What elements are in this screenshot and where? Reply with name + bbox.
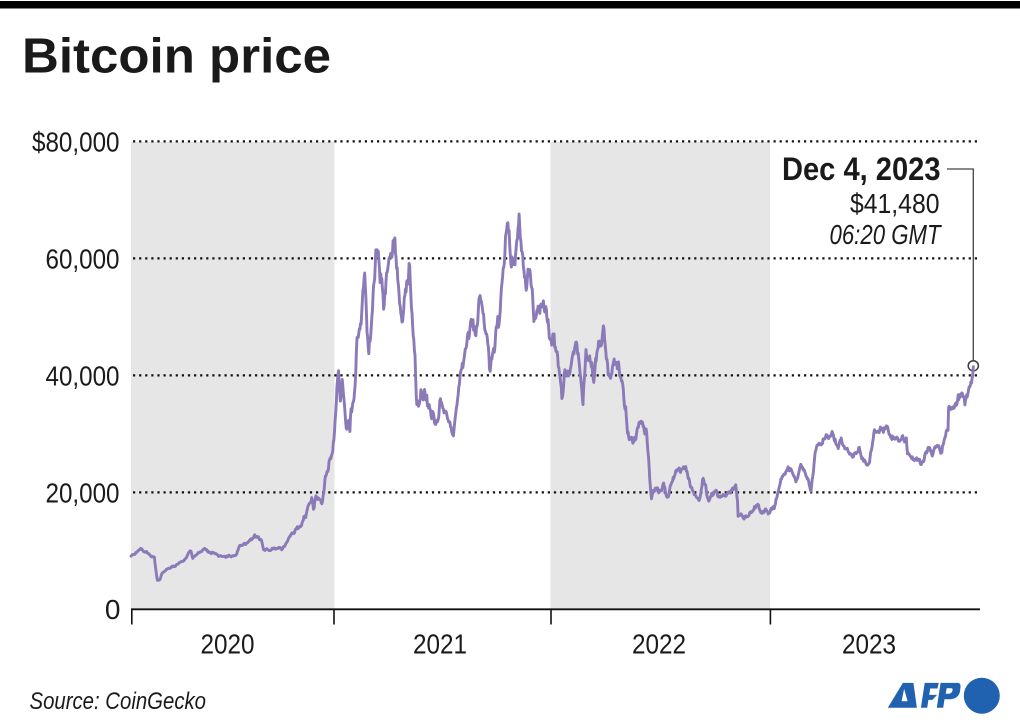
svg-text:$80,000: $80,000 xyxy=(32,126,120,157)
svg-text:2020: 2020 xyxy=(201,629,255,660)
svg-text:06:20 GMT: 06:20 GMT xyxy=(830,219,942,250)
svg-text:2023: 2023 xyxy=(842,629,896,660)
svg-text:Dec 4, 2023: Dec 4, 2023 xyxy=(782,151,941,187)
svg-text:Source: CoinGecko: Source: CoinGecko xyxy=(30,688,207,715)
svg-text:20,000: 20,000 xyxy=(46,477,120,508)
svg-text:0: 0 xyxy=(105,594,121,625)
svg-text:$41,480: $41,480 xyxy=(850,188,940,219)
svg-text:2021: 2021 xyxy=(413,629,467,660)
svg-text:Bitcoin price: Bitcoin price xyxy=(22,30,331,84)
svg-text:60,000: 60,000 xyxy=(46,243,120,274)
svg-text:40,000: 40,000 xyxy=(46,360,120,391)
svg-text:2022: 2022 xyxy=(632,629,686,660)
